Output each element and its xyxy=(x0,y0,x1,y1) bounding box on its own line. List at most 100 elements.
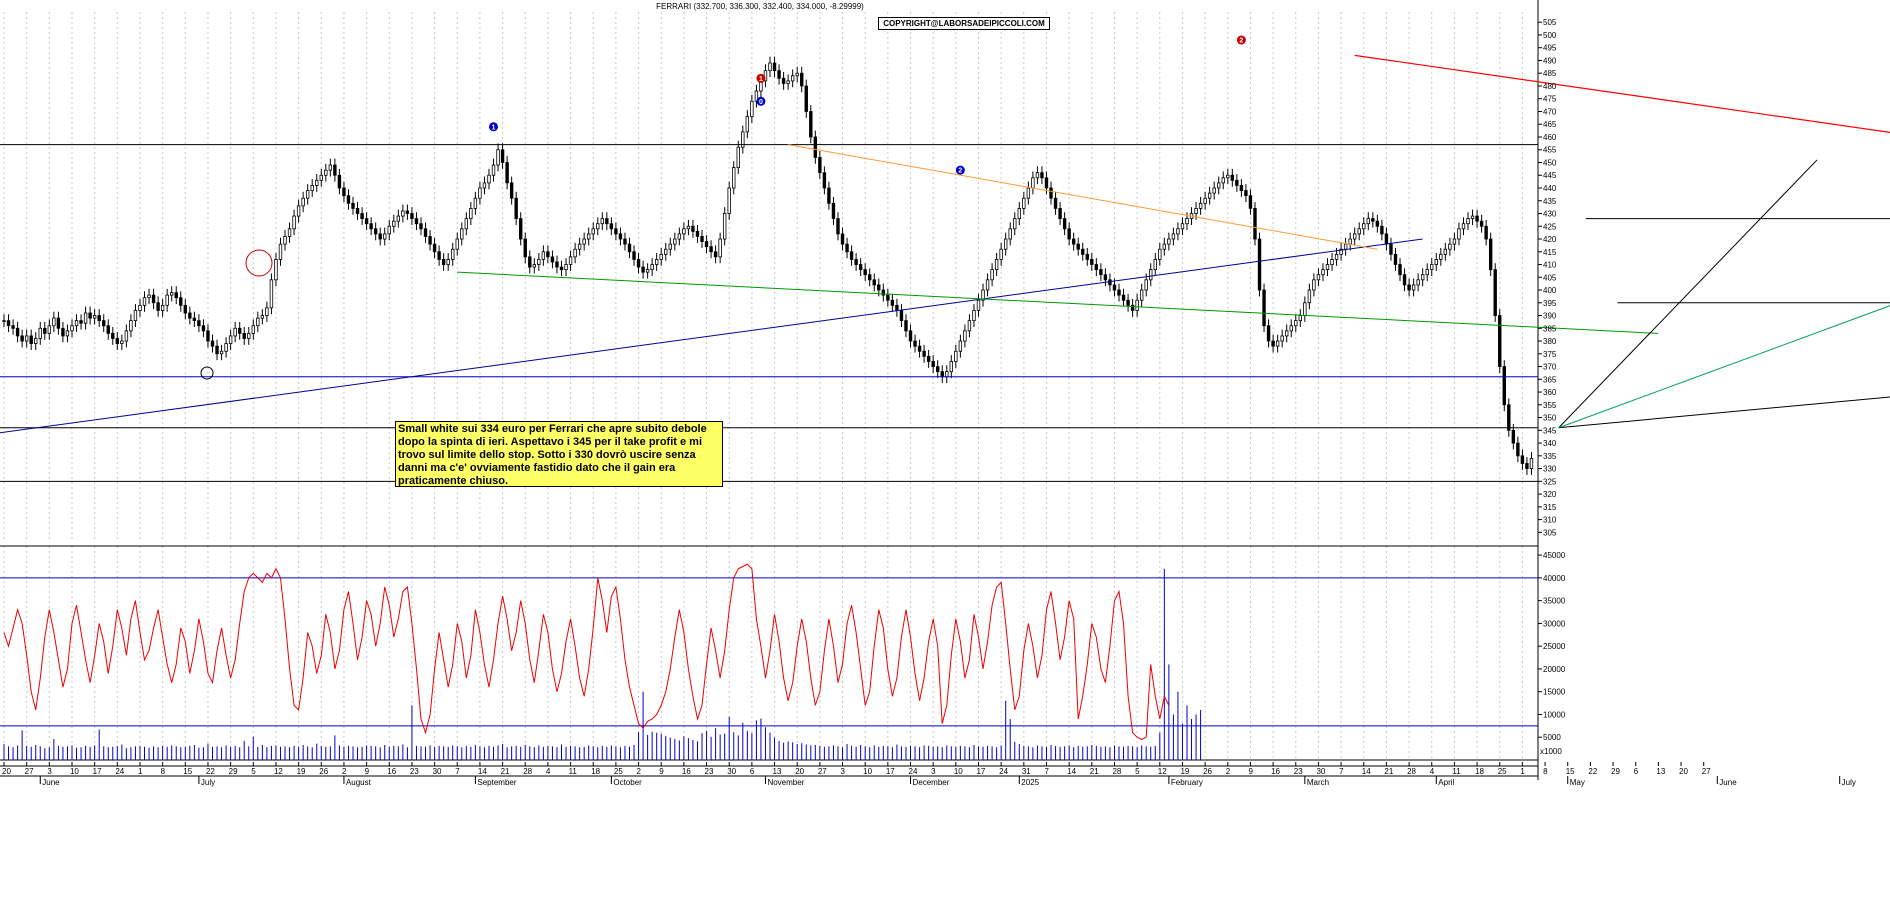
candle-body xyxy=(1461,223,1466,230)
candle-body xyxy=(328,164,333,171)
candle-body xyxy=(478,187,482,199)
candle-body xyxy=(451,248,455,260)
candle-body xyxy=(1348,238,1352,245)
day-tick-label: 26 xyxy=(1203,767,1212,776)
candle-body xyxy=(124,330,129,342)
candle-body xyxy=(6,320,11,327)
candle-body xyxy=(963,330,967,342)
day-tick-label: 14 xyxy=(1362,767,1371,776)
price-tick-label: 480 xyxy=(1543,82,1557,91)
candle-body xyxy=(179,297,183,306)
day-tick-label: 30 xyxy=(727,767,736,776)
day-tick-label: 15 xyxy=(183,767,192,776)
candle-body xyxy=(1180,223,1185,230)
candle-body xyxy=(754,90,759,102)
candle-body xyxy=(682,228,686,235)
candle-body xyxy=(138,304,142,311)
candle-body xyxy=(704,241,709,248)
candle-body xyxy=(868,274,872,281)
candle-body xyxy=(1479,220,1484,227)
volume-tick-label: 20000 xyxy=(1543,665,1566,674)
day-tick-label: 5 xyxy=(1135,767,1140,776)
day-tick-label: 17 xyxy=(976,767,985,776)
price-tick-label: 405 xyxy=(1543,273,1557,282)
month-tick-label: September xyxy=(477,778,516,787)
wave-marker-dot xyxy=(1236,35,1246,45)
candle-body xyxy=(1271,340,1275,347)
candlestick-series xyxy=(2,56,1534,475)
candle-body xyxy=(1502,366,1506,406)
candle-body xyxy=(1121,294,1126,301)
candle-body xyxy=(292,215,296,230)
day-tick-label: 9 xyxy=(365,767,370,776)
day-tick-label: 12 xyxy=(1158,767,1167,776)
candle-body xyxy=(437,251,441,260)
candle-body xyxy=(1384,233,1389,245)
candle-body xyxy=(287,228,292,237)
candle-body xyxy=(52,317,56,327)
candle-body xyxy=(206,330,210,342)
candle-body xyxy=(614,228,618,235)
wave-marker-label: 2 xyxy=(1239,38,1243,45)
candle-body xyxy=(981,289,985,301)
wave-marker-dot xyxy=(489,122,499,132)
candle-body xyxy=(940,371,944,378)
candle-body xyxy=(278,243,283,260)
candle-body xyxy=(645,269,650,273)
candle-body xyxy=(260,315,265,319)
candle-body xyxy=(976,299,981,311)
candle-body xyxy=(1334,253,1339,260)
candle-body xyxy=(736,146,740,168)
candle-body xyxy=(745,116,750,133)
candle-body xyxy=(1325,264,1330,271)
candle-body xyxy=(555,261,559,268)
candle-body xyxy=(768,62,772,72)
candle-body xyxy=(1443,248,1448,255)
price-tick-label: 385 xyxy=(1543,324,1557,333)
price-tick-label: 360 xyxy=(1543,388,1557,397)
candle-body xyxy=(586,233,591,240)
candle-body xyxy=(1266,325,1271,342)
candle-body xyxy=(523,238,527,258)
candle-body xyxy=(618,233,623,240)
price-tick-label: 345 xyxy=(1543,426,1557,435)
candle-body xyxy=(1425,269,1429,276)
candle-body xyxy=(1248,195,1253,209)
steep-trend-line xyxy=(1558,159,1818,429)
candle-body xyxy=(596,223,600,230)
candle-body xyxy=(877,284,881,291)
candle-body xyxy=(1230,174,1235,181)
candle-body xyxy=(20,335,24,342)
day-tick-label: 28 xyxy=(523,767,532,776)
wave-marker-label: 1 xyxy=(759,76,763,83)
candle-body xyxy=(1235,179,1239,186)
candle-body xyxy=(333,164,337,176)
price-tick-label: 485 xyxy=(1543,69,1557,78)
price-tick-label: 465 xyxy=(1543,120,1557,129)
price-tick-label: 395 xyxy=(1543,299,1557,308)
day-tick-label: 2 xyxy=(342,767,347,776)
candle-body xyxy=(1380,225,1384,235)
candle-body xyxy=(1071,238,1076,245)
day-tick-label: 5 xyxy=(251,767,256,776)
candle-body xyxy=(886,294,890,301)
day-tick-label: 3 xyxy=(47,767,52,776)
candle-body xyxy=(722,213,727,240)
candle-body xyxy=(210,340,215,347)
price-tick-label: 460 xyxy=(1543,133,1557,142)
day-tick-label: 16 xyxy=(682,767,691,776)
day-tick-label: 7 xyxy=(455,767,460,776)
candle-body xyxy=(401,210,405,217)
candle-body xyxy=(546,251,550,258)
candle-body xyxy=(1516,442,1520,457)
candle-body xyxy=(509,182,514,199)
day-tick-label: 31 xyxy=(1022,767,1031,776)
candle-body xyxy=(1466,218,1470,225)
price-tick-label: 505 xyxy=(1543,18,1557,27)
candle-body xyxy=(1262,289,1266,327)
candle-body xyxy=(627,243,632,253)
candle-body xyxy=(958,340,963,352)
candle-body xyxy=(1167,238,1171,245)
candle-body xyxy=(133,310,138,322)
candle-body xyxy=(863,269,867,276)
